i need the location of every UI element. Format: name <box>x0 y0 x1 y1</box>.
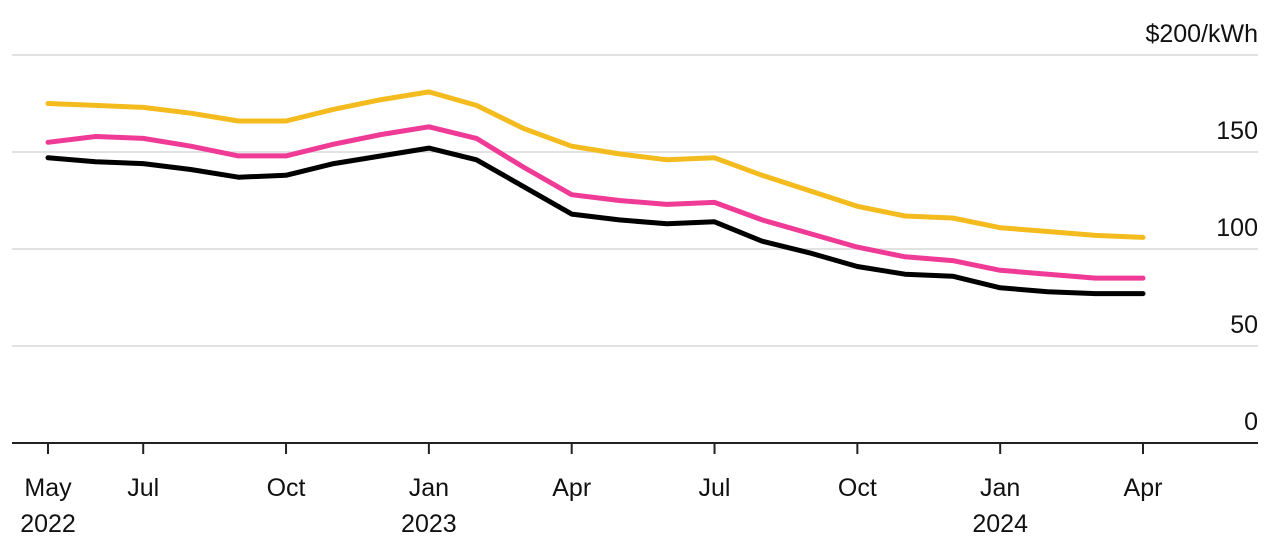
x-tick-year-2023: 2023 <box>401 510 457 537</box>
x-tick-year-2022: 2022 <box>20 510 76 537</box>
x-tick-label-2023-04: Apr <box>552 474 591 502</box>
x-tick-label-2023-10: Oct <box>838 474 877 502</box>
x-tick-label-2022-05: May <box>24 474 72 502</box>
series-lines <box>45 89 1146 297</box>
x-tick-label-2022-07: Jul <box>127 474 159 502</box>
x-axis <box>12 442 1258 454</box>
y-tick-label-50: 50 <box>1230 311 1258 339</box>
x-tick-year-2024: 2024 <box>972 510 1028 537</box>
x-tick-label-2024-01: Jan <box>980 474 1020 502</box>
axis-labels: 0 50 100 150 $200/kWh May 2022 Jul Oct Jan 2023 Apr… <box>20 20 1258 537</box>
series-line-2 <box>45 124 1146 281</box>
x-tick-label-2023-07: Jul <box>699 474 731 502</box>
x-tick-label-2024-04: Apr <box>1124 474 1163 502</box>
y-tick-label-150: 150 <box>1216 117 1258 145</box>
y-tick-label-200: $200/kWh <box>1145 20 1258 48</box>
x-tick-label-2022-10: Oct <box>267 474 306 502</box>
y-tick-label-100: 100 <box>1216 214 1258 242</box>
y-tick-label-0: 0 <box>1244 408 1258 436</box>
x-tick-label-2023-01: Jan <box>409 474 449 502</box>
series-line-1 <box>45 89 1146 240</box>
series-line-3 <box>45 145 1146 297</box>
